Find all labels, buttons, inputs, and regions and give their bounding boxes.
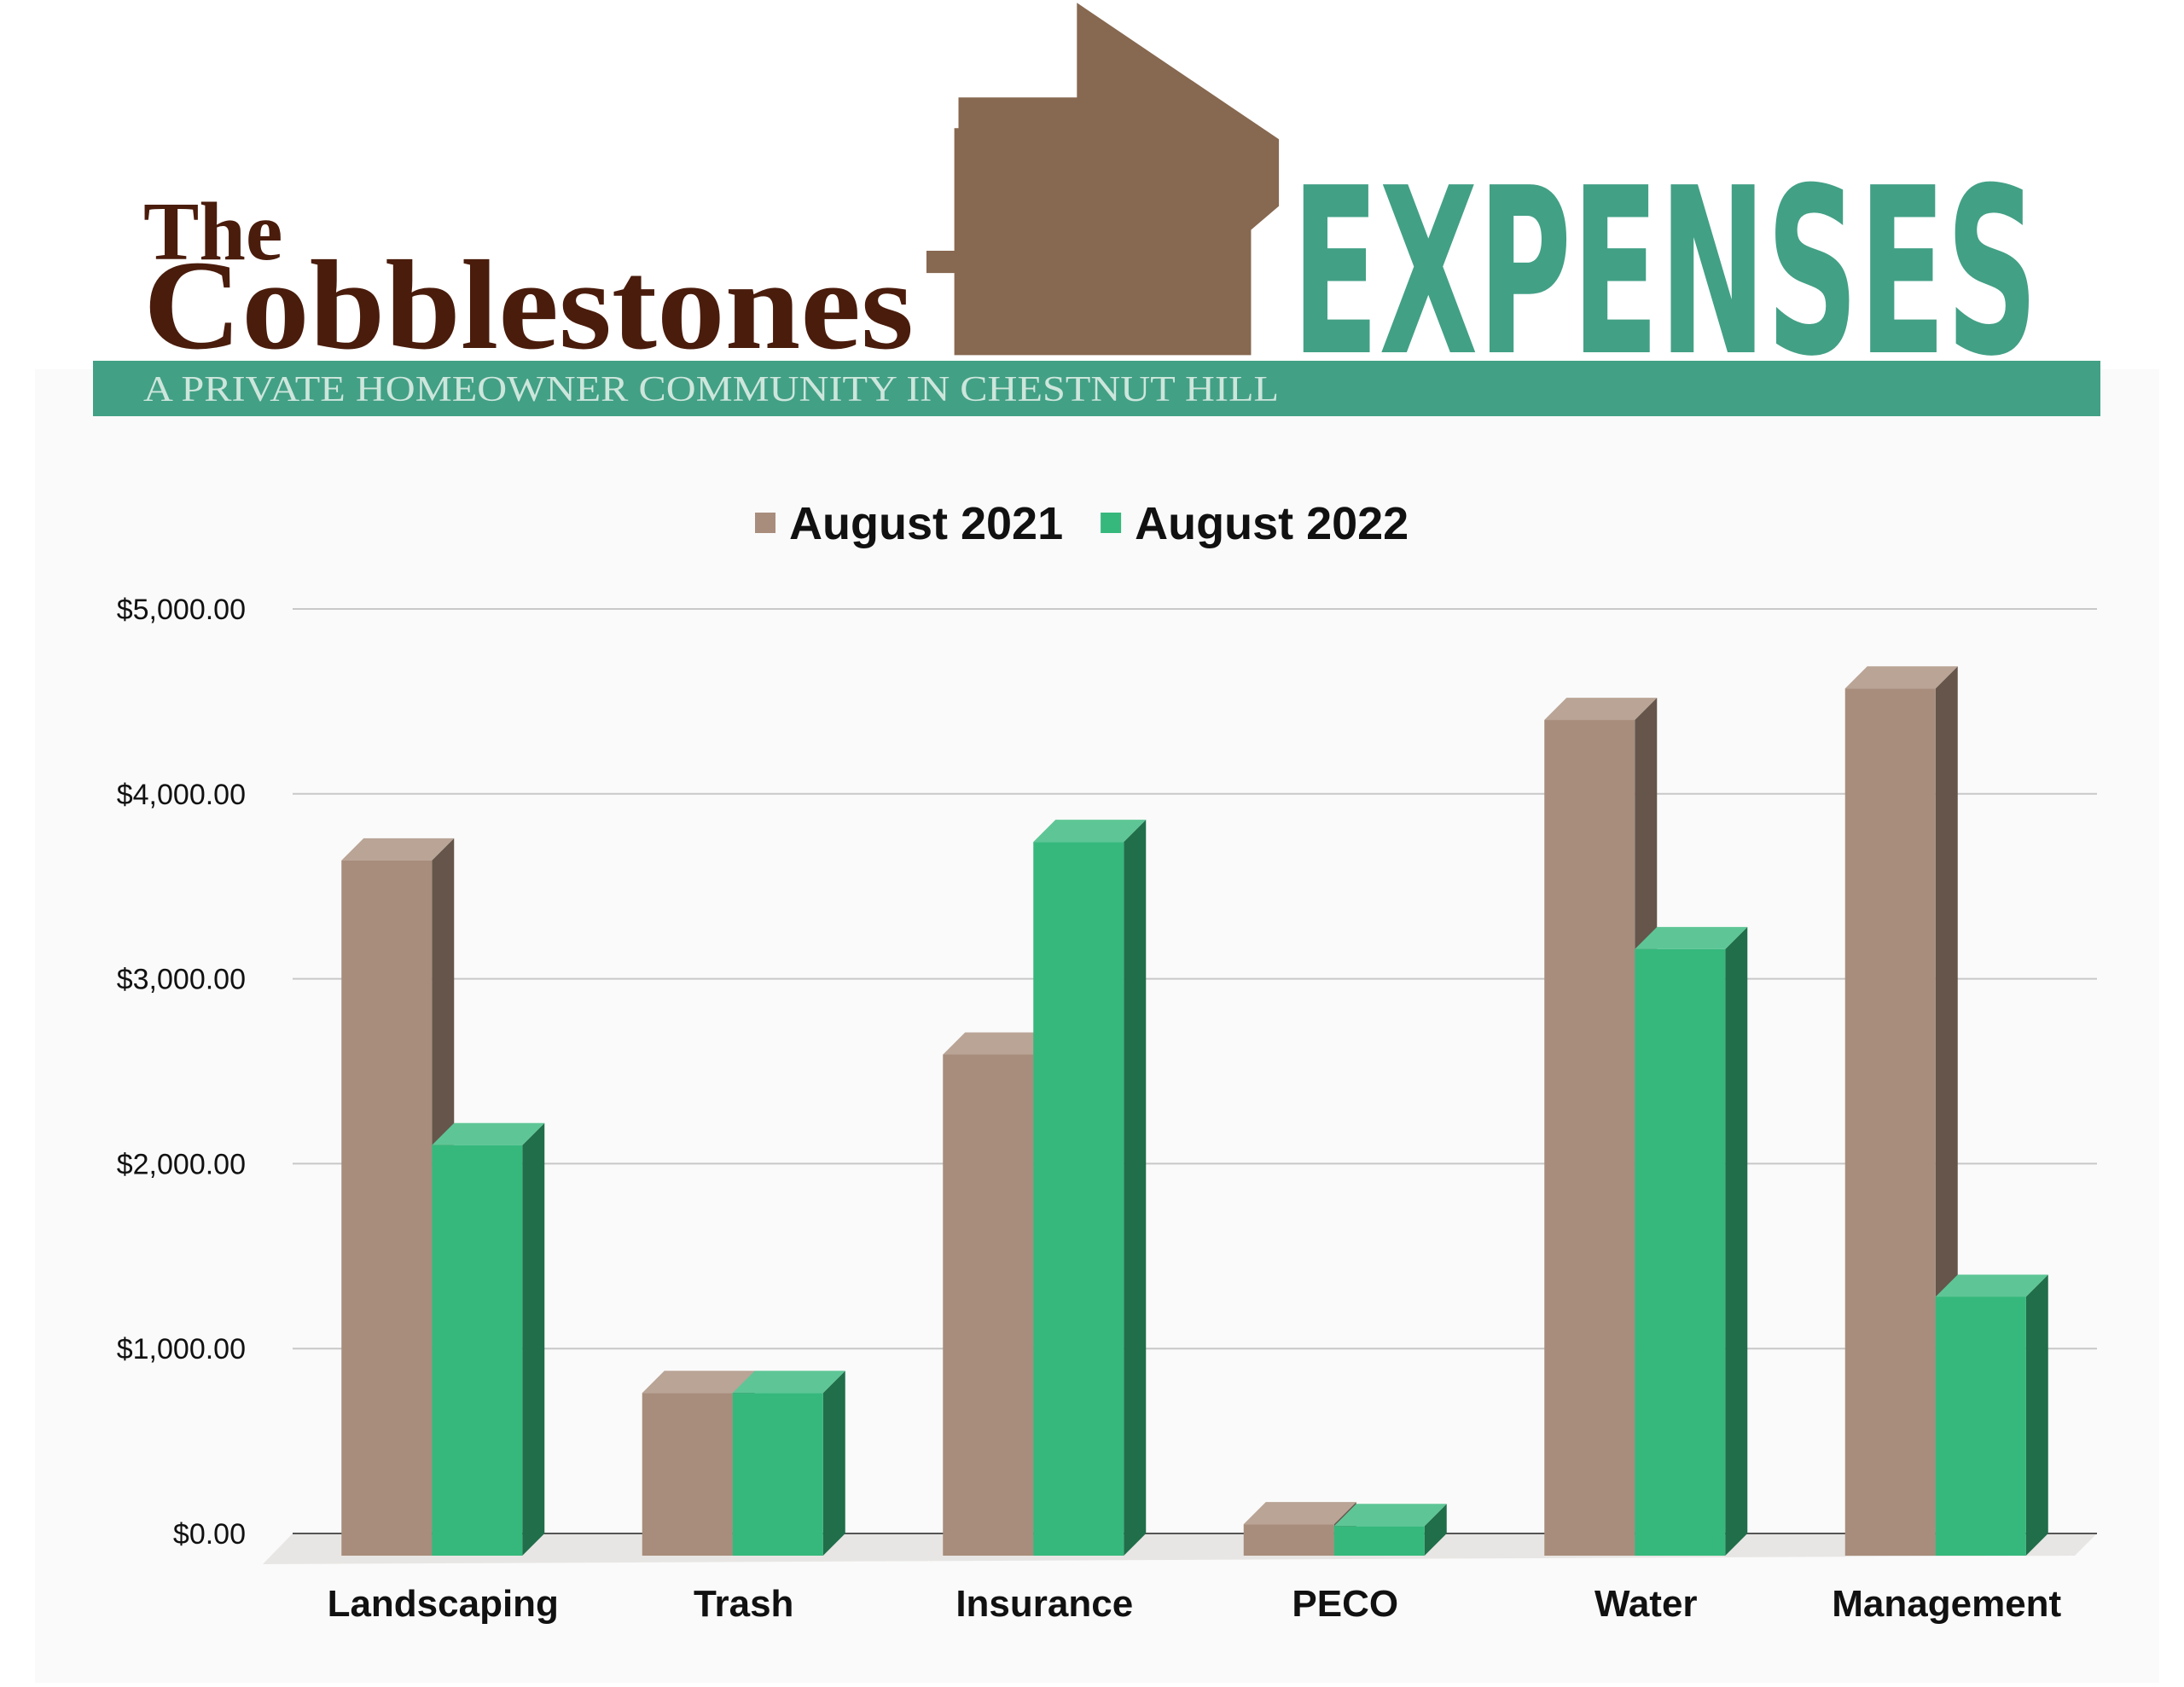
x-tick-label: Landscaping (328, 1583, 559, 1625)
bar-side (2025, 1274, 2048, 1556)
y-tick-label: $1,000.00 (117, 1333, 246, 1365)
house-logo (926, 3, 1280, 356)
legend-swatch (755, 513, 775, 533)
bar-top (432, 1122, 545, 1145)
x-tick-label: Management (1832, 1583, 2061, 1625)
bar (341, 860, 433, 1556)
y-tick-label: $5,000.00 (117, 594, 246, 626)
chart: $0.00 $1,000.00 $2,000.00 $3,000.00 $4,000.0… (117, 498, 2097, 1625)
bar-top (1544, 698, 1658, 721)
legend-swatch (1101, 513, 1122, 533)
x-tick-label: PECO (1292, 1583, 1398, 1625)
bar (732, 1393, 823, 1556)
bar-side (1124, 820, 1147, 1556)
bar (1844, 688, 1936, 1556)
x-tick-label: Trash (694, 1583, 793, 1625)
legend-label: August 2021 (789, 498, 1063, 549)
legend-label: August 2022 (1135, 498, 1409, 549)
bar-side (522, 1122, 545, 1556)
bar (1544, 720, 1635, 1556)
bar-side (822, 1371, 845, 1556)
bar-top (1635, 926, 1748, 949)
bar (1935, 1296, 2026, 1556)
bar (1333, 1526, 1425, 1556)
bar-side (1725, 926, 1748, 1556)
brand: Cobblestones (143, 235, 914, 376)
bar-side (1424, 1504, 1447, 1556)
bar-top (642, 1371, 755, 1394)
x-tick-label: Water (1594, 1583, 1698, 1625)
bar-top (1935, 1274, 2048, 1297)
bar (642, 1393, 733, 1556)
tagline: A PRIVATE HOMEOWNER COMMUNITY IN CHESTNU… (143, 370, 1279, 409)
bar (943, 1054, 1034, 1556)
legend: August 2021 August 2022 (755, 498, 1409, 549)
brand-small: The (143, 186, 282, 278)
y-tick-label: $3,000.00 (117, 964, 246, 996)
bar-top (1333, 1504, 1447, 1527)
bar (432, 1145, 523, 1556)
bar-top (341, 838, 455, 861)
y-tick-label: $2,000.00 (117, 1148, 246, 1180)
bar-top (732, 1371, 845, 1394)
tagline-band (93, 361, 2100, 416)
bar (1243, 1524, 1334, 1556)
bar-top (1243, 1502, 1356, 1525)
y-tick-label: $0.00 (173, 1518, 246, 1551)
bar (1033, 842, 1124, 1556)
y-tick-label: $4,000.00 (117, 779, 246, 811)
x-tick-label: Insurance (956, 1583, 1133, 1625)
bar (1635, 948, 1726, 1556)
bar-top (943, 1032, 1056, 1055)
bar-top (1033, 820, 1147, 843)
bar-top (1844, 666, 1958, 689)
